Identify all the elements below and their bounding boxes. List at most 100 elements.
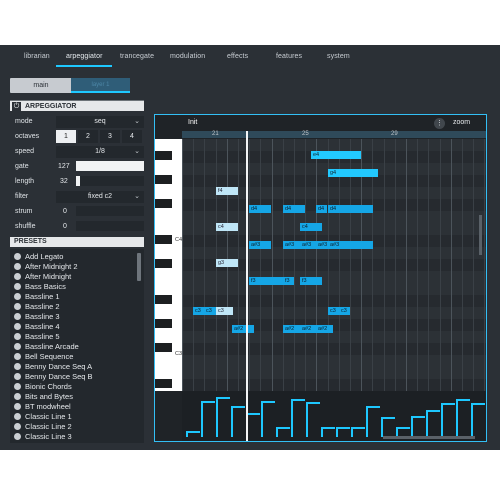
note-block[interactable]: g4 xyxy=(328,169,378,177)
piano-keyboard[interactable]: C4 C3 xyxy=(155,139,182,391)
note-block[interactable]: d4 xyxy=(328,205,373,213)
note-grid[interactable]: e4 g4 f4 d4 d4 d4 d4 c4 c4 a#3 a#3 a#3 a#3 a#3 g3 f3 f3 f… xyxy=(182,139,486,391)
velocity-bar[interactable] xyxy=(306,404,308,437)
octave-option-3[interactable]: 3 xyxy=(100,130,120,143)
preset-item[interactable]: Benny Dance Seq B xyxy=(14,372,93,382)
tab-effects[interactable]: effects xyxy=(227,53,249,60)
black-key[interactable] xyxy=(155,319,172,328)
zoom-button[interactable]: zoom xyxy=(453,119,471,126)
note-block[interactable]: c3 xyxy=(216,307,233,315)
tab-trancegate[interactable]: trancegate xyxy=(120,53,155,60)
preset-item[interactable]: Classic Line 3 xyxy=(14,432,72,442)
octave-option-1[interactable]: 1 xyxy=(56,130,76,143)
velocity-bar[interactable] xyxy=(351,429,353,437)
preset-item[interactable]: Bassline 2 xyxy=(14,302,60,312)
timeline-ruler[interactable]: 21 25 29 xyxy=(182,131,486,138)
velocity-bar[interactable] xyxy=(261,403,263,437)
velocity-bar[interactable] xyxy=(291,401,293,437)
preset-item[interactable]: After Midnight 2 xyxy=(14,262,78,272)
black-key[interactable] xyxy=(155,199,172,208)
mode-dropdown[interactable]: seq ⌄ xyxy=(56,116,144,128)
preset-scrollbar[interactable] xyxy=(137,253,141,281)
preset-item[interactable]: Bass Basics xyxy=(14,282,66,292)
main-button[interactable]: main xyxy=(10,78,72,93)
speed-dropdown[interactable]: 1/8 ⌄ xyxy=(56,146,144,158)
black-key[interactable] xyxy=(155,379,172,388)
velocity-bar[interactable] xyxy=(201,403,203,437)
length-slider[interactable] xyxy=(76,176,144,186)
note-block[interactable]: d4 xyxy=(249,205,271,213)
power-icon[interactable]: ⏻ xyxy=(12,102,21,111)
tab-system[interactable]: system xyxy=(327,53,350,60)
black-key[interactable] xyxy=(155,235,172,244)
preset-item[interactable]: Bionic Chords xyxy=(14,382,72,392)
note-block[interactable]: c3 xyxy=(193,307,210,315)
preset-item[interactable]: Classic Line 1 xyxy=(14,412,72,422)
note-block[interactable]: f3 xyxy=(249,277,283,285)
preset-item[interactable]: Add Legato xyxy=(14,252,63,262)
preset-item[interactable]: Bits and Bytes xyxy=(14,392,73,402)
tab-features[interactable]: features xyxy=(276,53,303,60)
note-block[interactable]: d4 xyxy=(283,205,305,213)
playhead[interactable] xyxy=(246,131,248,441)
note-block[interactable]: g3 xyxy=(216,259,238,267)
preset-item[interactable]: Classic Line 2 xyxy=(14,422,72,432)
note-block[interactable]: f3 xyxy=(300,277,322,285)
tab-modulation[interactable]: modulation xyxy=(170,53,206,60)
tab-librarian[interactable]: librarian xyxy=(24,53,50,60)
filter-dropdown[interactable]: fixed c2 ⌄ xyxy=(56,191,144,203)
note-block[interactable]: c4 xyxy=(300,223,322,231)
preset-item[interactable]: BT modwheel xyxy=(14,402,71,412)
velocity-bar[interactable] xyxy=(321,429,323,437)
velocity-lane[interactable] xyxy=(182,391,486,441)
black-key[interactable] xyxy=(155,175,172,184)
note-block[interactable]: a#2 xyxy=(300,325,317,333)
preset-item[interactable]: Bassline 1 xyxy=(14,292,60,302)
black-key[interactable] xyxy=(155,259,172,268)
velocity-bar[interactable] xyxy=(336,429,338,437)
preset-item[interactable]: Benny Dance Seq A xyxy=(14,362,92,372)
black-key[interactable] xyxy=(155,295,172,304)
velocity-bar[interactable] xyxy=(366,408,368,437)
velocity-bar[interactable] xyxy=(441,405,443,437)
velocity-bar[interactable] xyxy=(231,408,233,437)
note-block[interactable]: e4 xyxy=(311,151,361,159)
preset-item[interactable]: Bassline 3 xyxy=(14,312,60,322)
octave-option-4[interactable]: 4 xyxy=(122,130,142,143)
preset-item[interactable]: Bassline 5 xyxy=(14,332,60,342)
preset-item[interactable]: Bell Sequence xyxy=(14,352,73,362)
note-block[interactable]: a#3 xyxy=(300,241,322,249)
velocity-bar[interactable] xyxy=(381,419,383,437)
velocity-bar[interactable] xyxy=(456,401,458,437)
note-block[interactable]: a#2 xyxy=(283,325,300,333)
preset-item[interactable]: After Midnight xyxy=(14,272,71,282)
octave-option-2[interactable]: 2 xyxy=(78,130,98,143)
note-block[interactable]: c3 xyxy=(339,307,350,315)
note-block[interactable]: f4 xyxy=(216,187,238,195)
note-block[interactable]: a#3 xyxy=(328,241,373,249)
velocity-bar[interactable] xyxy=(216,399,218,437)
black-key[interactable] xyxy=(155,343,172,352)
velocity-bar[interactable] xyxy=(396,429,398,437)
note-block[interactable]: d4 xyxy=(316,205,327,213)
note-block[interactable]: c3 xyxy=(204,307,221,315)
black-key[interactable] xyxy=(155,151,172,160)
horizontal-scrollbar[interactable] xyxy=(383,436,475,439)
note-block[interactable]: a#3 xyxy=(283,241,305,249)
shuffle-slider[interactable] xyxy=(76,221,144,231)
velocity-bar[interactable] xyxy=(186,433,188,437)
tab-arpeggiator[interactable]: arpeggiator xyxy=(66,53,103,60)
velocity-bar[interactable] xyxy=(471,405,473,437)
vertical-scrollbar[interactable] xyxy=(479,215,482,255)
note-block[interactable]: a#2 xyxy=(316,325,333,333)
preset-item[interactable]: Bassline 4 xyxy=(14,322,60,332)
note-block[interactable]: a#3 xyxy=(316,241,338,249)
preset-item[interactable]: Bassline Arcade xyxy=(14,342,79,352)
gate-slider[interactable] xyxy=(76,161,144,171)
velocity-bar[interactable] xyxy=(426,412,428,437)
note-block[interactable]: f3 xyxy=(283,277,294,285)
velocity-bar[interactable] xyxy=(276,429,278,437)
strum-slider[interactable] xyxy=(76,206,144,216)
note-block[interactable]: c4 xyxy=(216,223,238,231)
note-block[interactable]: a#3 xyxy=(249,241,271,249)
